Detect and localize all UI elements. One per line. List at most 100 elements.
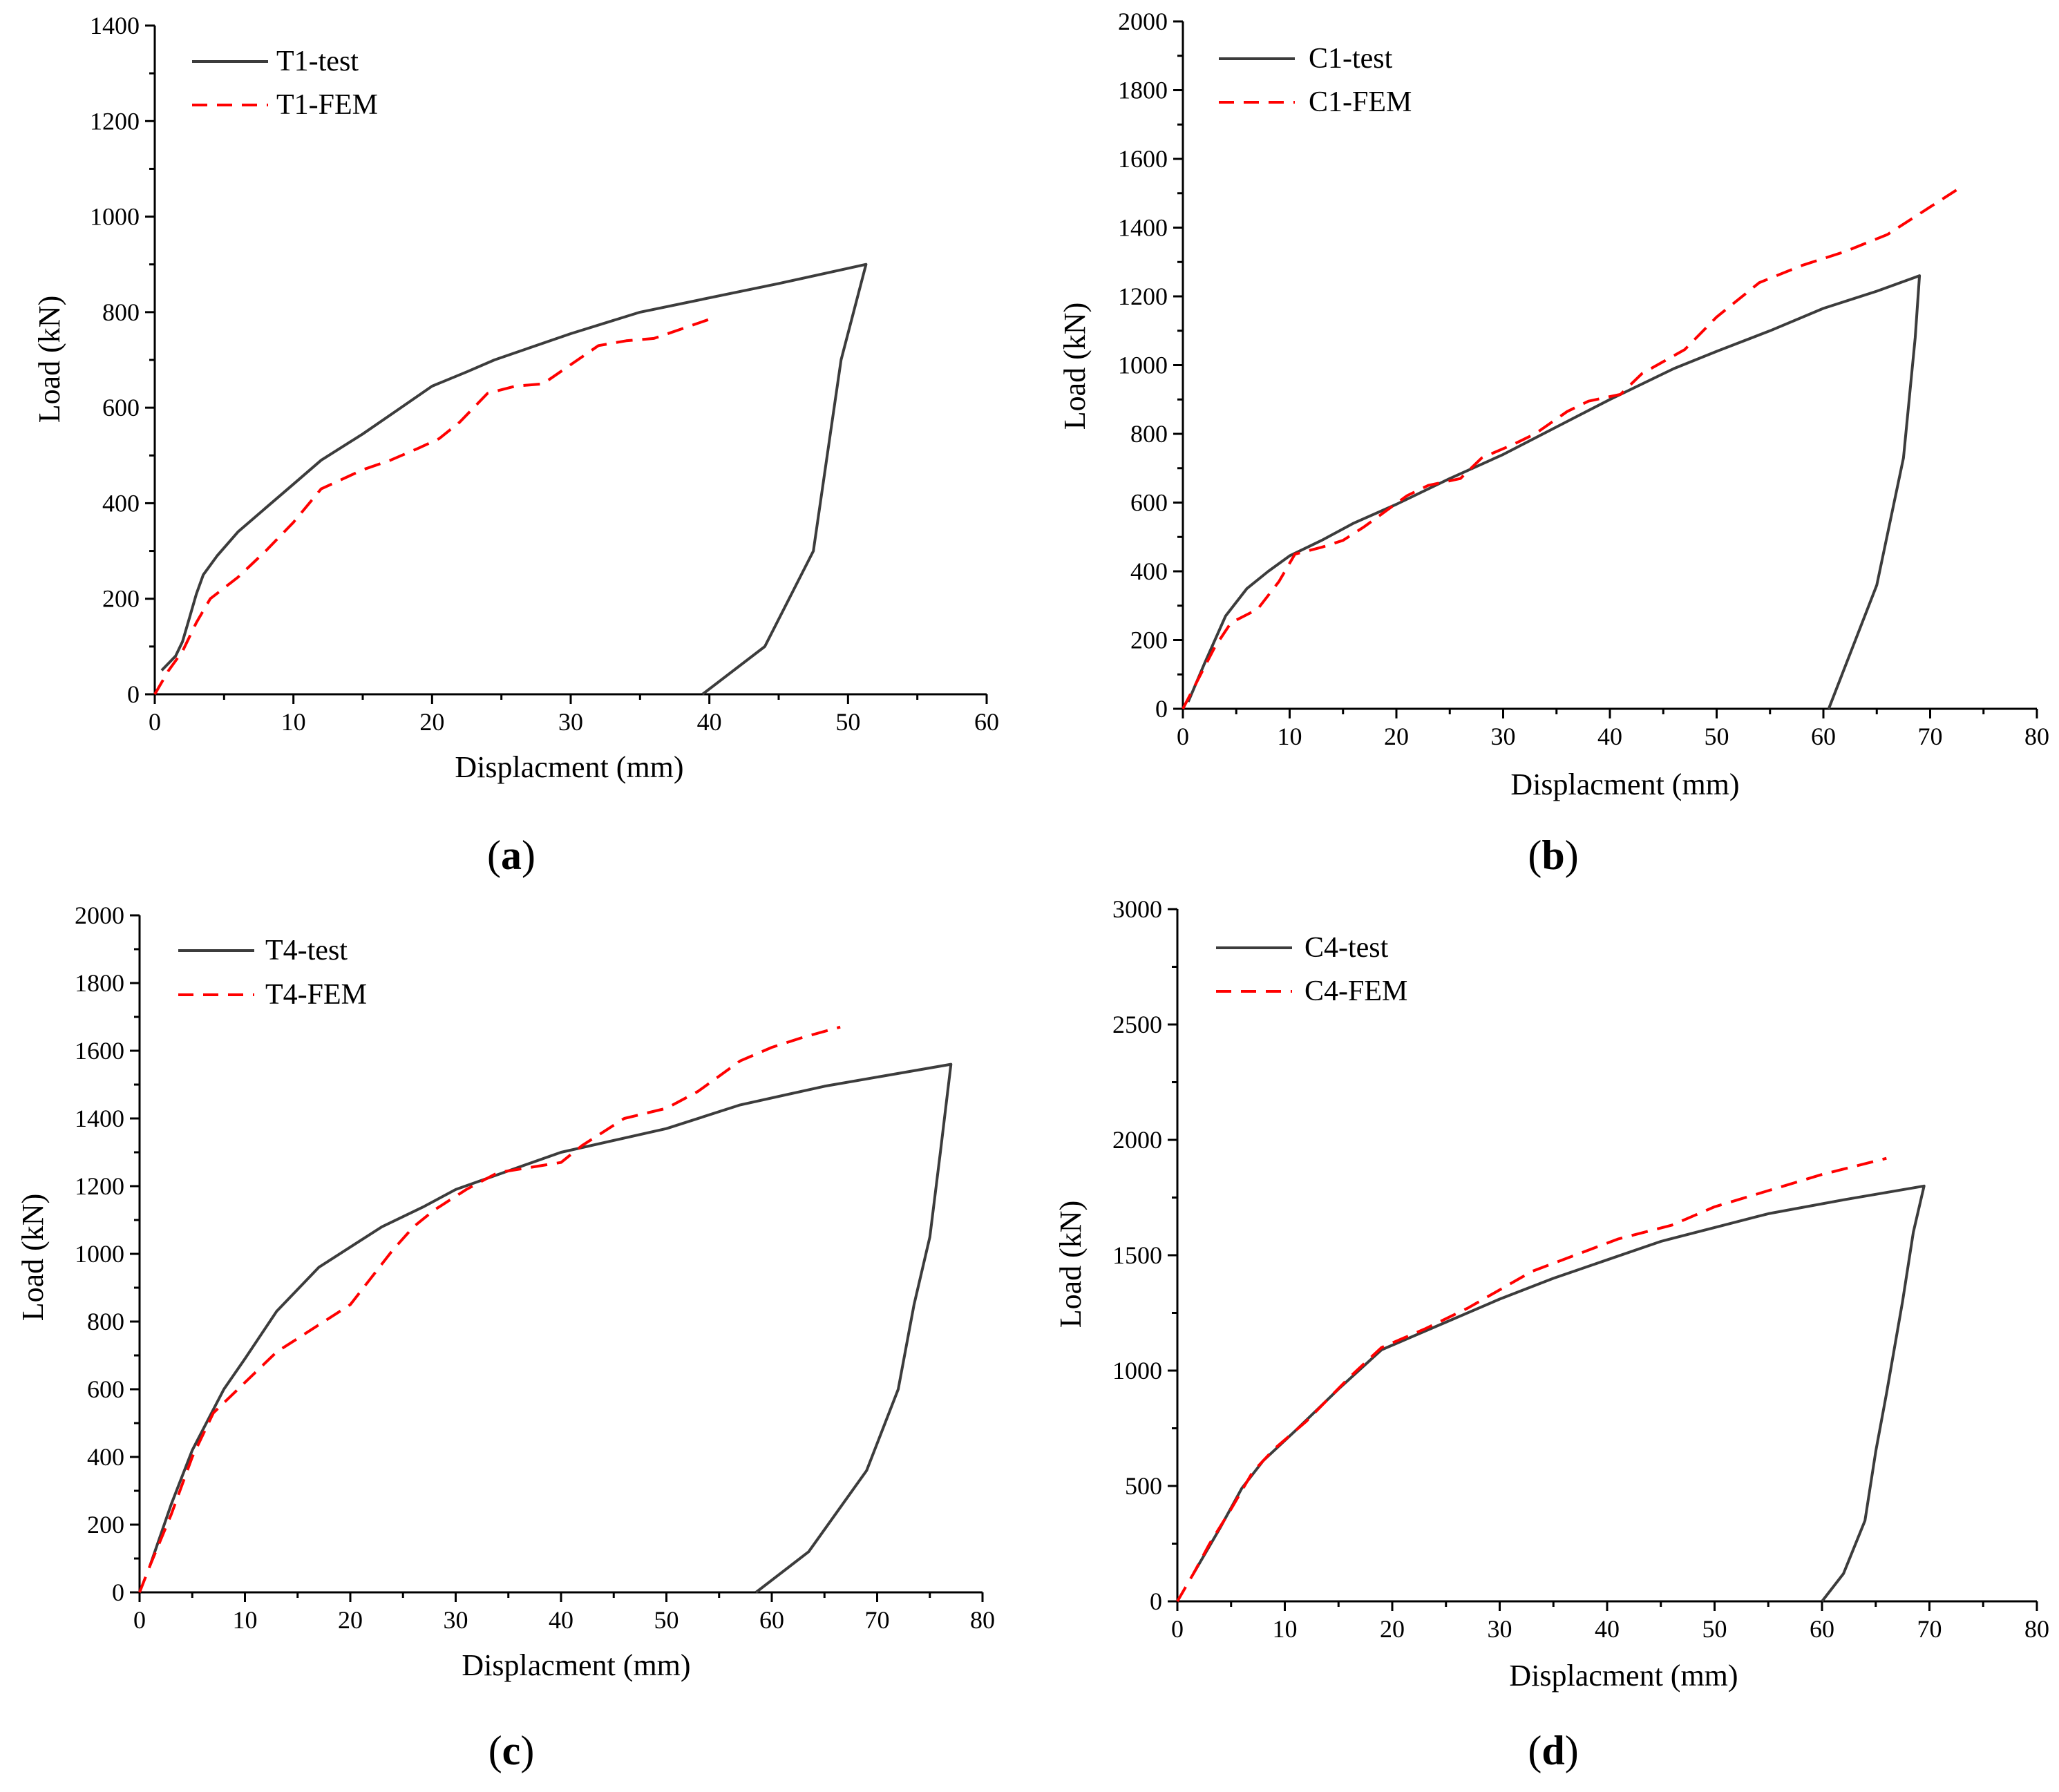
y-axis-title: Load (kN) [1058, 303, 1092, 430]
y-tick-label: 0 [127, 680, 140, 708]
y-tick-label: 1200 [1118, 283, 1168, 310]
y-tick-label: 1500 [1112, 1241, 1162, 1269]
y-tick-label: 1000 [90, 203, 140, 231]
y-tick-label: 500 [1125, 1472, 1162, 1500]
y-tick-label: 1000 [1118, 352, 1168, 379]
y-tick-label: 1800 [1118, 77, 1168, 104]
legend-label-test: T1-test [276, 46, 359, 77]
panel-b-label: (b) [1528, 832, 1578, 878]
panel-a: (a) Displacment (mm) Load (kN) T1-test T… [32, 46, 684, 878]
svg-text:Displacment (mm): Displacment (mm) [455, 750, 683, 784]
x-tick-label: 50 [835, 708, 860, 736]
x-axis-title: Displacment (mm) [455, 750, 683, 784]
y-tick-label: 400 [1130, 557, 1168, 585]
y-tick-label: 400 [87, 1443, 124, 1471]
legend-label-test: C4-test [1304, 932, 1389, 964]
y-tick-label: 1600 [1118, 145, 1168, 173]
x-axis-title: Displacment (mm) [1510, 768, 1739, 801]
y-tick-label: 1400 [75, 1105, 124, 1132]
y-tick-label: 0 [112, 1579, 124, 1606]
x-tick-label: 0 [1177, 723, 1189, 750]
y-tick-label: 200 [102, 585, 140, 613]
x-tick-label: 10 [1278, 723, 1302, 750]
x-tick-label: 80 [2024, 1615, 2049, 1643]
x-tick-label: 30 [1491, 723, 1516, 750]
x-tick-label: 50 [1705, 723, 1729, 750]
legend: T1-test T1-FEM [192, 46, 378, 121]
x-tick-label: 20 [1384, 723, 1409, 750]
x-tick-label: 10 [1273, 1615, 1298, 1643]
svg-text:Load (kN): Load (kN) [1058, 303, 1092, 430]
y-axis-title: Load (kN) [32, 296, 66, 423]
legend-label-fem: T1-FEM [276, 89, 378, 121]
panel-c: (c) Displacment (mm) Load (kN) T4-test T… [16, 935, 691, 1773]
svg-text:Load (kN): Load (kN) [16, 1194, 50, 1322]
y-tick-label: 1400 [90, 12, 140, 39]
x-tick-label: 70 [1918, 723, 1943, 750]
series-line-c1-test [1186, 274, 1922, 709]
panel-c-label: (c) [488, 1728, 535, 1773]
svg-text:Load (kN): Load (kN) [32, 296, 66, 423]
legend-label-fem: C1-FEM [1309, 86, 1412, 118]
y-tick-label: 1600 [75, 1037, 124, 1065]
legend: C4-test C4-FEM [1216, 932, 1407, 1007]
legend-label-test: C1-test [1309, 43, 1393, 75]
legend: C1-test C1-FEM [1219, 43, 1412, 118]
legend-label-fem: T4-FEM [265, 979, 367, 1011]
x-tick-label: 30 [558, 708, 583, 736]
x-tick-label: 40 [697, 708, 722, 736]
x-tick-label: 0 [1171, 1615, 1184, 1643]
x-tick-label: 0 [133, 1606, 146, 1634]
y-tick-label: 800 [102, 298, 140, 326]
x-tick-label: 70 [1917, 1615, 1942, 1643]
y-tick-label: 1200 [90, 107, 140, 135]
svg-text:Displacment (mm): Displacment (mm) [1509, 1659, 1738, 1693]
y-tick-label: 800 [1130, 420, 1168, 448]
x-tick-label: 80 [2024, 723, 2049, 750]
x-tick-label: 50 [654, 1606, 679, 1634]
x-tick-label: 30 [1488, 1615, 1512, 1643]
y-tick-label: 2500 [1112, 1011, 1162, 1038]
y-tick-label: 0 [1155, 695, 1168, 723]
x-tick-label: 60 [1811, 723, 1836, 750]
svg-text:Displacment (mm): Displacment (mm) [462, 1648, 690, 1682]
y-tick-label: 200 [87, 1511, 124, 1538]
legend-label-fem: C4-FEM [1304, 975, 1407, 1007]
panel-d-label: (d) [1528, 1728, 1578, 1773]
x-tick-label: 10 [281, 708, 306, 736]
legend-label-test: T4-test [265, 935, 348, 966]
x-tick-label: 50 [1702, 1615, 1727, 1643]
x-tick-label: 0 [149, 708, 161, 736]
x-tick-label: 60 [974, 708, 999, 736]
series-line-t1-fem [153, 318, 710, 696]
y-tick-label: 200 [1130, 627, 1168, 654]
series-line-t1-test [160, 263, 868, 696]
x-tick-label: 30 [444, 1606, 468, 1634]
x-tick-label: 60 [759, 1606, 784, 1634]
legend: T4-test T4-FEM [178, 935, 367, 1011]
y-tick-label: 2000 [75, 902, 124, 929]
series-line-t4-fem [138, 1025, 841, 1593]
x-tick-label: 60 [1810, 1615, 1834, 1643]
x-tick-label: 10 [233, 1606, 258, 1634]
panel-d: (d) Displacment (mm) Load (kN) C4-test C… [1054, 932, 1738, 1773]
x-axis-title: Displacment (mm) [462, 1648, 690, 1682]
plot-area-b: 0 10 20 30 40 50 60 70 8002004006008001000120014… [1118, 8, 2049, 750]
plot-area-d: 0 10 20 30 40 50 60 70 80 0 500 1000 1500 2000 2500 300… [1112, 895, 2049, 1643]
plot-area-c: 0 10 20 30 40 50 60 70 8002004006008001000120014… [75, 902, 995, 1634]
svg-text:Displacment (mm): Displacment (mm) [1510, 768, 1739, 801]
y-tick-label: 1000 [1112, 1357, 1162, 1384]
x-tick-label: 40 [1595, 1615, 1620, 1643]
y-tick-label: 2000 [1118, 8, 1168, 35]
panel-a-label: (a) [487, 832, 535, 878]
y-tick-label: 1800 [75, 969, 124, 997]
series-line-c1-fem [1182, 189, 1958, 709]
x-tick-label: 40 [1597, 723, 1622, 750]
y-tick-label: 3000 [1112, 895, 1162, 923]
x-tick-label: 40 [549, 1606, 573, 1634]
y-tick-label: 1400 [1118, 214, 1168, 242]
y-tick-label: 1000 [75, 1240, 124, 1268]
y-tick-label: 0 [1150, 1588, 1162, 1615]
